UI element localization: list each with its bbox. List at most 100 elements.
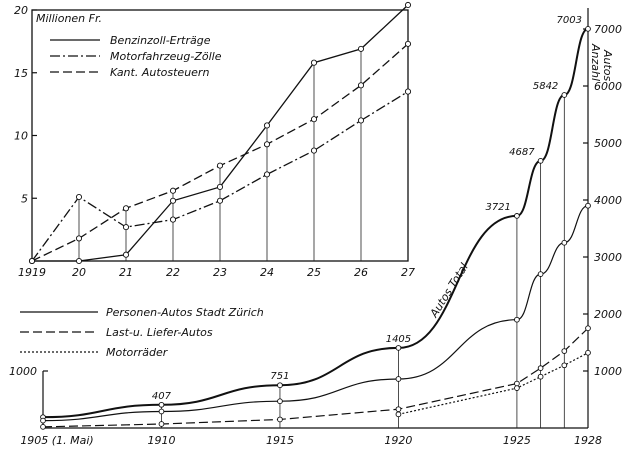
bottom-data-label: 751 <box>270 371 289 382</box>
bottom-data-point <box>277 382 283 389</box>
top-data-point <box>169 187 177 194</box>
top-y-tick-label: 10 <box>14 130 28 143</box>
top-unit-label: Millionen Fr. <box>36 12 102 25</box>
bottom-data-point <box>561 348 568 354</box>
top-x-tick-label: 21 <box>119 266 133 279</box>
top-series-line <box>31 91 409 262</box>
bottom-data-point <box>561 362 568 369</box>
bottom-right-y-tick-label: 7000 <box>594 23 622 36</box>
bottom-data-label: 3721 <box>485 202 510 213</box>
top-data-point <box>216 183 224 191</box>
top-y-tick-label: 20 <box>14 4 28 17</box>
bottom-series-line <box>42 327 589 428</box>
bottom-right-axis-title-word: Anzahl <box>589 43 602 81</box>
top-x-tick-label: 24 <box>260 266 274 279</box>
bottom-right-y-tick-label: 5000 <box>594 137 622 150</box>
top-x-tick-label: 26 <box>354 266 368 279</box>
top-data-point <box>75 257 83 265</box>
bottom-data-label: 4687 <box>509 147 535 158</box>
bottom-x-tick-label: 1925 <box>503 434 531 447</box>
bottom-data-point <box>537 157 544 164</box>
bottom-data-point <box>395 406 402 413</box>
bottom-data-point <box>537 271 544 277</box>
top-x-tick-label: 25 <box>307 266 321 279</box>
top-y-tick-label: 5 <box>21 192 28 205</box>
top-data-point <box>122 251 130 258</box>
bottom-data-point <box>158 408 165 415</box>
top-data-point <box>75 193 83 201</box>
top-data-point <box>28 257 36 265</box>
bottom-data-point <box>514 316 520 323</box>
bottom-data-point <box>514 213 520 219</box>
top-data-point <box>216 197 224 204</box>
bottom-legend-label: Motorräder <box>106 346 169 359</box>
top-data-point <box>357 45 365 52</box>
bottom-x-tick-label: 1928 <box>574 434 602 447</box>
top-x-tick-label: 20 <box>72 266 86 279</box>
bottom-data-point <box>158 421 165 427</box>
top-x-tick-label: 27 <box>401 266 415 279</box>
bottom-data-point <box>277 416 283 423</box>
bottom-data-point <box>585 325 591 332</box>
bottom-series-line <box>398 352 589 415</box>
bottom-data-point <box>561 239 568 246</box>
bottom-data-label: 1405 <box>386 334 411 345</box>
top-y-tick-label: 15 <box>14 67 28 80</box>
top-data-point <box>310 59 318 66</box>
bottom-data-label: 5842 <box>533 81 558 92</box>
top-data-point <box>75 235 83 242</box>
top-data-point <box>122 205 130 212</box>
bottom-data-label: 7003 <box>557 15 582 26</box>
bottom-right-axis-title-word: Autos <box>601 49 614 82</box>
bottom-x-tick-label: 1915 <box>266 434 294 447</box>
bottom-data-point <box>40 424 46 430</box>
top-data-point <box>263 122 271 129</box>
top-legend-label: Benzinzoll-Erträge <box>110 34 211 47</box>
top-data-point <box>357 82 365 89</box>
bottom-x-tick-label: 1920 <box>384 434 412 447</box>
bottom-total-series-label: Autos Total <box>427 261 471 320</box>
bottom-chart-car-counts: 1905 (1. Mai) 1910 1915 1920 1925 1928 1000 700… <box>9 8 622 447</box>
bottom-right-y-tick-label: 3000 <box>594 251 622 264</box>
bottom-data-point <box>158 401 165 408</box>
bottom-data-point <box>585 25 591 32</box>
bottom-data-point <box>514 385 520 391</box>
top-data-point <box>169 216 177 223</box>
bottom-data-point <box>561 92 568 98</box>
top-data-point <box>310 147 318 154</box>
bottom-data-label: 407 <box>152 391 172 402</box>
bottom-right-y-tick-label: 2000 <box>594 308 622 321</box>
bottom-data-point <box>514 380 520 387</box>
bottom-data-point <box>40 417 46 424</box>
bottom-data-point <box>537 365 544 372</box>
top-data-point <box>404 1 412 9</box>
bottom-x-tick-label: 1910 <box>147 434 175 447</box>
top-data-point <box>310 116 318 123</box>
bottom-right-y-tick-label: 1000 <box>594 365 622 378</box>
top-data-point <box>404 88 412 95</box>
bottom-data-point <box>395 376 402 382</box>
top-data-point <box>357 117 365 124</box>
bottom-legend-label: Personen-Autos Stadt Zürich <box>106 306 264 319</box>
bottom-series-line <box>42 27 589 419</box>
bottom-data-point <box>277 398 283 405</box>
bottom-x-tick-label: 1905 (1. Mai) <box>20 434 93 447</box>
top-data-point <box>216 162 224 169</box>
bottom-data-point <box>395 411 402 418</box>
bottom-data-point <box>585 349 591 356</box>
bottom-right-y-tick-label: 4000 <box>594 194 622 207</box>
top-x-tick-label: 1919 <box>18 266 46 279</box>
top-chart-revenue: 1919 20 21 22 23 24 25 26 27 20 15 10 5 Millionen Fr.… <box>14 1 415 279</box>
top-data-point <box>263 171 271 178</box>
bottom-data-point <box>585 202 591 209</box>
top-data-point <box>404 40 412 47</box>
top-x-tick-label: 22 <box>166 266 180 279</box>
top-x-tick-label: 23 <box>213 266 227 279</box>
top-data-point <box>122 224 130 231</box>
top-data-point <box>263 141 271 148</box>
bottom-legend-label: Last-u. Liefer-Autos <box>106 326 213 339</box>
top-data-point <box>169 197 177 204</box>
bottom-left-y-tick-label: 1000 <box>9 365 37 378</box>
top-legend-label: Motorfahrzeug-Zölle <box>110 50 222 63</box>
